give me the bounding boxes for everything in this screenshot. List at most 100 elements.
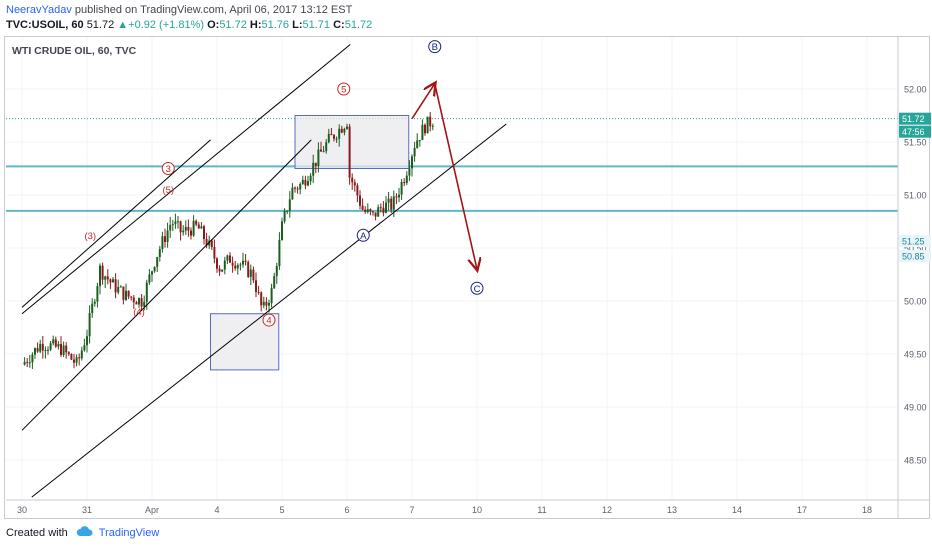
candle-body [44,350,47,352]
candle-body [304,179,307,186]
candle-body [335,138,338,140]
x-tick-label: 31 [82,505,92,515]
candle-body [171,224,174,226]
wave-label-circle[interactable] [428,40,442,54]
candle-body [390,198,393,210]
candle-body [223,260,226,270]
high-label: H: [249,19,262,31]
close-value: 51.72 [344,19,373,31]
wave-label[interactable]: 5 [341,85,346,96]
candle-body [151,271,153,275]
candle-body [83,345,86,351]
candle-body [28,362,31,364]
wave-label-circle[interactable] [356,228,370,242]
candle-body [265,301,268,306]
wave-label[interactable]: (5) [162,185,174,196]
candle-body [387,198,390,203]
candle-body [135,302,138,305]
candle-body [364,209,367,213]
candle-body [148,274,151,283]
candle-body [424,124,426,134]
trend-line[interactable] [21,44,351,315]
candle-body [218,268,221,272]
trend-line[interactable] [21,139,312,431]
wave-label[interactable]: 4 [266,316,271,327]
tradingview-brand-link[interactable]: TradingView [98,527,160,539]
candle-body [132,297,135,303]
candle-body [190,230,192,236]
level-price-label: 50.85 [902,252,925,262]
candle-body [278,239,281,267]
candle-body [283,211,286,222]
rectangle-drawing[interactable] [294,115,410,169]
candle-body [244,260,247,263]
wave-label[interactable]: B [432,42,438,53]
candle-body [208,240,211,246]
x-tick-label: 7 [409,505,414,515]
candle-body [327,133,330,143]
y-tick-label: 50.00 [904,297,927,307]
candle-body [41,343,44,351]
x-tick-label: 11 [537,505,546,515]
candle-body [275,266,278,277]
candle-body [252,269,255,281]
wave-label-circle[interactable] [337,82,351,96]
author-link[interactable]: NeeravYadav [6,4,72,16]
wave-label[interactable]: 3 [166,164,171,175]
chart-title: WTI CRUDE OIL, 60, TVC [12,45,137,57]
candle-body [31,354,34,363]
candle-body [268,303,270,306]
candle-body [106,276,109,280]
candle-body [210,240,213,248]
candle-body [426,116,429,134]
current-price-label: 51.72 [902,114,925,124]
candle-body [65,345,68,353]
current-price-tag [899,112,931,125]
candle-body [288,199,291,211]
change-value: +0.92 (+1.81%) [128,19,205,31]
candle-body [47,349,49,351]
candle-body [413,147,416,157]
wave-label[interactable]: (3) [84,231,96,242]
candle-body [317,149,320,167]
candle-body [301,179,304,185]
candle-body [114,279,117,293]
chart-frame[interactable] [4,36,930,519]
y-tick-label: 49.50 [904,350,927,360]
trend-line[interactable] [31,123,507,498]
candle-body [372,211,374,213]
change-up-icon: ▲ [117,19,129,31]
candle-body [127,290,130,297]
symbol-name: TVC:USOIL, 60 [6,19,84,31]
trend-line[interactable] [21,139,211,308]
candle-body [346,126,348,129]
candle-body [34,348,36,355]
candle-body [109,279,112,283]
candle-body [291,187,294,200]
candle-body [88,313,91,337]
x-tick-label: 6 [344,505,349,515]
candle-body [299,184,302,190]
projection-arrow[interactable] [411,84,435,120]
wave-label-circle[interactable] [262,313,276,327]
x-tick-label: 5 [279,505,284,515]
candle-body [314,162,317,167]
wave-label-circle[interactable] [161,162,175,175]
created-with-text: Created with [6,527,68,539]
candle-body [62,345,65,355]
candle-body [182,230,185,233]
y-tick-label: 51.00 [904,191,927,201]
published-text: published on TradingView.com, April 06, … [74,4,353,16]
candle-body [374,212,377,217]
wave-label[interactable]: C [474,284,481,295]
candle-body [431,125,434,127]
projection-arrow[interactable] [433,83,477,270]
candle-body [255,280,257,292]
wave-label-circle[interactable] [470,281,484,295]
last-price: 51.72 [86,19,115,31]
wave-label[interactable]: A [360,231,367,242]
wave-label[interactable]: (4) [133,307,145,318]
y-tick-label: 52.00 [904,85,927,95]
candle-body [200,226,203,229]
